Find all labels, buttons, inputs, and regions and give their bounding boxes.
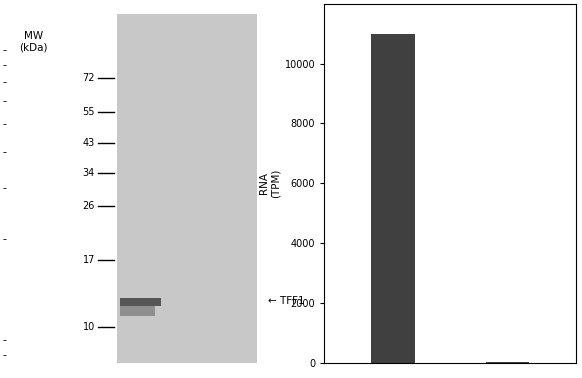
- Bar: [120, 298, 161, 306]
- Text: 72: 72: [83, 73, 95, 83]
- Text: 10: 10: [83, 322, 95, 332]
- Text: MW
(kDa): MW (kDa): [19, 31, 48, 52]
- Text: 34: 34: [83, 167, 95, 178]
- Text: ← TFF1: ← TFF1: [268, 296, 304, 305]
- Text: 55: 55: [83, 107, 95, 117]
- Bar: [117, 14, 257, 363]
- Text: 43: 43: [83, 138, 95, 148]
- Text: 26: 26: [83, 201, 95, 211]
- Bar: [120, 305, 155, 316]
- Text: 17: 17: [83, 255, 95, 265]
- Y-axis label: RNA
(TPM): RNA (TPM): [259, 169, 281, 198]
- Bar: [371, 34, 414, 363]
